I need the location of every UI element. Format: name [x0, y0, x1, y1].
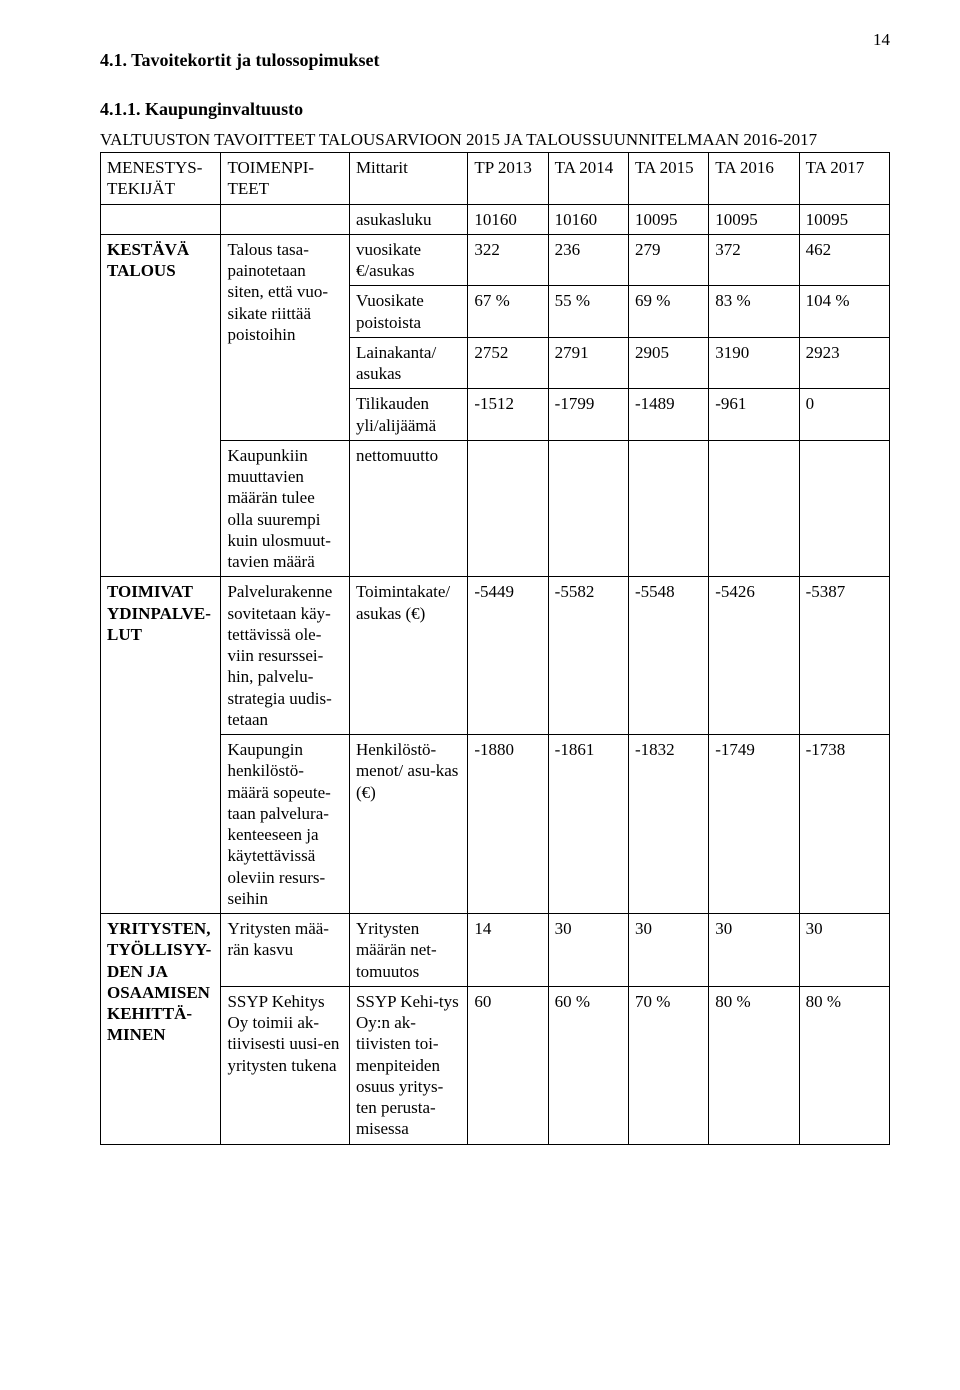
empty-cell: [709, 440, 799, 577]
group-cell: TOIMIVAT YDINPALVE-LUT: [101, 577, 221, 914]
table-header-row: MENESTYS-TEKIJÄT TOIMENPI-TEET Mittarit …: [101, 153, 890, 205]
header-cell: TA 2016: [709, 153, 799, 205]
data-cell: 60: [468, 986, 548, 1144]
data-cell: 67 %: [468, 286, 548, 338]
header-cell: TA 2015: [628, 153, 708, 205]
data-cell: -1512: [468, 389, 548, 441]
empty-cell: [799, 440, 889, 577]
data-cell: Tilikauden yli/alijäämä: [349, 389, 467, 441]
heading-level-1: 4.1. Tavoitekortit ja tulossopimukset: [100, 50, 890, 71]
data-cell: -5548: [628, 577, 708, 735]
group-cell: YRITYSTEN, TYÖLLISYY-DEN JA OSAAMISEN KE…: [101, 914, 221, 1145]
header-cell: MENESTYS-TEKIJÄT: [101, 153, 221, 205]
data-cell: Henkilöstö-menot/ asu-kas (€): [349, 735, 467, 914]
group-cell: KESTÄVÄ TALOUS: [101, 234, 221, 577]
data-cell: -5426: [709, 577, 799, 735]
document-page: 14 4.1. Tavoitekortit ja tulossopimukset…: [0, 0, 960, 1390]
data-cell: -5582: [548, 577, 628, 735]
data-cell: SSYP Kehi-tys Oy:n ak-tiivisten toi-menp…: [349, 986, 467, 1144]
data-cell: 55 %: [548, 286, 628, 338]
data-cell: 69 %: [628, 286, 708, 338]
empty-cell: [221, 204, 349, 234]
table-row: TOIMIVAT YDINPALVE-LUT Palvelurakenne so…: [101, 577, 890, 735]
action-cell: Talous tasa-painotetaan siten, että vuo-…: [221, 234, 349, 440]
data-cell: Toimintakate/ asukas (€): [349, 577, 467, 735]
data-cell: 14: [468, 914, 548, 987]
header-cell: TOIMENPI-TEET: [221, 153, 349, 205]
page-number: 14: [873, 30, 890, 50]
table-title: VALTUUSTON TAVOITTEET TALOUSARVIOON 2015…: [100, 130, 890, 150]
action-cell: Kaupungin henkilöstö-määrä sopeute-taan …: [221, 735, 349, 914]
header-cell: Mittarit: [349, 153, 467, 205]
data-cell: 30: [799, 914, 889, 987]
empty-cell: [548, 440, 628, 577]
data-cell: 80 %: [709, 986, 799, 1144]
data-cell: 60 %: [548, 986, 628, 1144]
data-cell: -1738: [799, 735, 889, 914]
data-cell: 10160: [548, 204, 628, 234]
table-row: KESTÄVÄ TALOUS Talous tasa-painotetaan s…: [101, 234, 890, 286]
data-cell: Vuosikate poistoista: [349, 286, 467, 338]
header-cell: TP 2013: [468, 153, 548, 205]
data-cell: -1489: [628, 389, 708, 441]
empty-cell: [101, 204, 221, 234]
data-cell: 10160: [468, 204, 548, 234]
data-cell: 10095: [628, 204, 708, 234]
data-cell: 2923: [799, 337, 889, 389]
data-cell: -961: [709, 389, 799, 441]
data-cell: -1832: [628, 735, 708, 914]
data-cell: -1799: [548, 389, 628, 441]
empty-cell: [628, 440, 708, 577]
data-cell: asukasluku: [349, 204, 467, 234]
data-cell: 236: [548, 234, 628, 286]
data-cell: 80 %: [799, 986, 889, 1144]
data-cell: 10095: [709, 204, 799, 234]
goals-table: MENESTYS-TEKIJÄT TOIMENPI-TEET Mittarit …: [100, 152, 890, 1145]
data-cell: 70 %: [628, 986, 708, 1144]
data-cell: vuosikate €/asukas: [349, 234, 467, 286]
data-cell: 30: [709, 914, 799, 987]
data-cell: Yritysten määrän net-tomuutos: [349, 914, 467, 987]
action-cell: Yritysten mää-rän kasvu: [221, 914, 349, 987]
table-row: YRITYSTEN, TYÖLLISYY-DEN JA OSAAMISEN KE…: [101, 914, 890, 987]
table-row: asukasluku 10160 10160 10095 10095 10095: [101, 204, 890, 234]
data-cell: -5387: [799, 577, 889, 735]
data-cell: 0: [799, 389, 889, 441]
data-cell: nettomuutto: [349, 440, 467, 577]
data-cell: -1880: [468, 735, 548, 914]
action-cell: Palvelurakenne sovitetaan käy-tettävissä…: [221, 577, 349, 735]
header-cell: TA 2017: [799, 153, 889, 205]
data-cell: 279: [628, 234, 708, 286]
data-cell: Lainakanta/ asukas: [349, 337, 467, 389]
data-cell: 322: [468, 234, 548, 286]
data-cell: -1861: [548, 735, 628, 914]
data-cell: -5449: [468, 577, 548, 735]
empty-cell: [468, 440, 548, 577]
header-cell: TA 2014: [548, 153, 628, 205]
data-cell: 30: [628, 914, 708, 987]
action-cell: Kaupunkiin muuttavien määrän tulee olla …: [221, 440, 349, 577]
data-cell: -1749: [709, 735, 799, 914]
data-cell: 462: [799, 234, 889, 286]
data-cell: 2791: [548, 337, 628, 389]
data-cell: 104 %: [799, 286, 889, 338]
data-cell: 83 %: [709, 286, 799, 338]
data-cell: 2905: [628, 337, 708, 389]
data-cell: 372: [709, 234, 799, 286]
action-cell: SSYP Kehitys Oy toimii ak-tiivisesti uus…: [221, 986, 349, 1144]
data-cell: 30: [548, 914, 628, 987]
heading-level-2: 4.1.1. Kaupunginvaltuusto: [100, 99, 890, 120]
data-cell: 10095: [799, 204, 889, 234]
data-cell: 3190: [709, 337, 799, 389]
data-cell: 2752: [468, 337, 548, 389]
